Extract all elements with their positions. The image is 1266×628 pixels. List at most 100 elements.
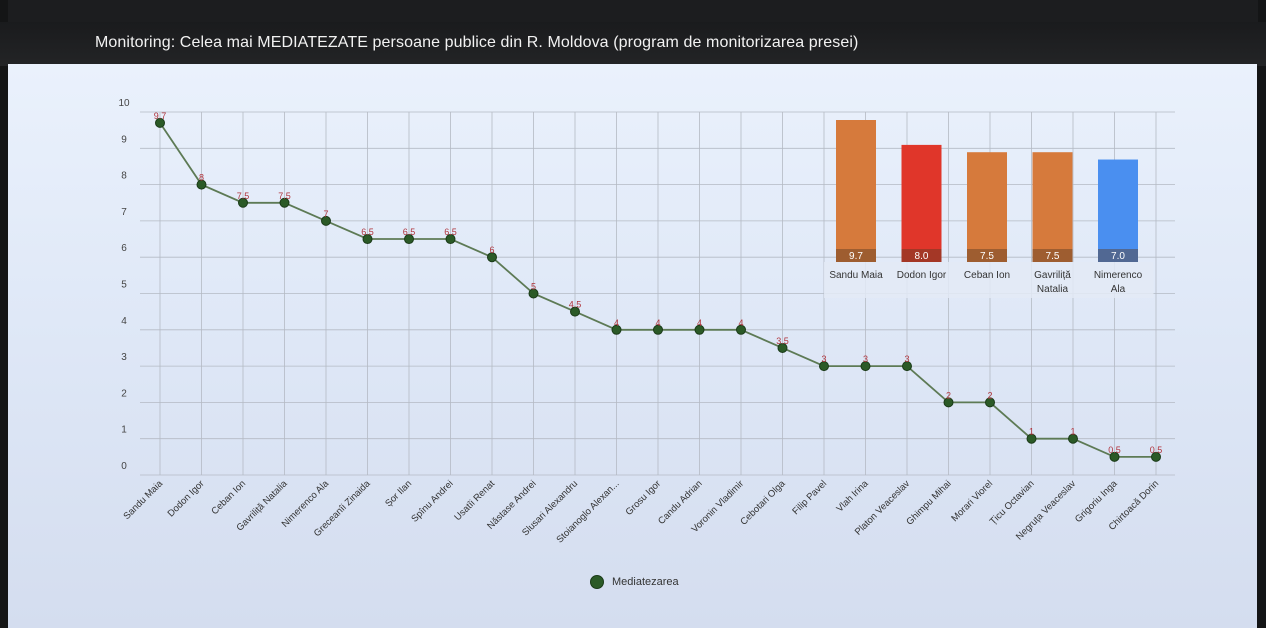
data-point	[238, 197, 248, 208]
data-point	[528, 288, 539, 299]
inset-bar	[967, 152, 1007, 262]
inset-bar-value: 7.5	[1046, 251, 1060, 262]
data-point	[404, 234, 414, 245]
data-point-label: 3	[821, 354, 826, 364]
data-point	[653, 324, 663, 335]
inset-bar-category-label: Ceban Ion	[964, 270, 1010, 281]
x-tick-label: Grosu Igor	[624, 478, 664, 518]
inset-bar-value: 7.5	[980, 251, 994, 262]
data-point	[1109, 451, 1120, 462]
data-point-label: 7.5	[237, 191, 250, 201]
data-point-label: 1	[1029, 427, 1034, 437]
data-point-label: 6.5	[361, 227, 374, 237]
data-point-label: 7	[323, 209, 328, 219]
data-point-label: 3	[904, 354, 909, 364]
data-point-label: 4	[655, 318, 660, 328]
data-point-label: 0.5	[1108, 445, 1121, 455]
inset-bar-value-bg	[836, 249, 876, 262]
data-point	[196, 179, 207, 190]
inset-bar-category-label: Dodon Igor	[897, 270, 947, 281]
legend-marker-icon	[590, 575, 604, 589]
y-tick-label: 2	[121, 388, 127, 399]
data-point	[1026, 433, 1037, 444]
data-point	[570, 306, 580, 317]
x-tick-label: Usatîi Renat	[452, 478, 497, 523]
point-labels: 9.7 8 7.5 7.5 7 6.5 6.5 6.5 6 5 4.5 4 4 4 4 3.5 3 3 3 2 2 1 1 0…	[154, 111, 1163, 455]
y-axis-ticks: 0 1 2 3 4 5 6 7 8 9 10	[118, 98, 130, 472]
inset-label-backdrop	[824, 262, 1154, 298]
data-point-label: 5	[531, 282, 536, 292]
data-point	[611, 324, 622, 335]
x-tick-label: Ceban Ion	[209, 478, 248, 517]
data-point	[155, 117, 165, 128]
data-point-label: 6.5	[403, 227, 416, 237]
data-point	[362, 234, 373, 245]
inset-bar-value-bg	[1032, 249, 1073, 262]
inset-bar	[901, 144, 942, 262]
data-point	[694, 324, 705, 335]
x-tick-label: Vlah Irina	[834, 478, 871, 515]
inset-bar-value-bg	[901, 249, 942, 262]
legend-label: Mediatezarea	[612, 576, 679, 588]
data-point	[279, 197, 290, 208]
data-point	[736, 324, 746, 335]
x-tick-label: Șor Ilan	[383, 478, 414, 509]
x-tick-label: Ghimpu Mihai	[904, 478, 953, 527]
inset-bar-value: 8.0	[915, 251, 929, 262]
data-point	[985, 397, 995, 408]
data-point-label: 0.5	[1150, 445, 1163, 455]
data-point-label: 7.5	[278, 191, 291, 201]
x-tick-label: Dodon Igor	[166, 478, 207, 519]
y-tick-label: 6	[121, 243, 127, 254]
data-point	[943, 397, 954, 408]
x-tick-label: Sandu Maia	[121, 478, 165, 522]
line-points	[155, 117, 1161, 462]
x-tick-label: Cebotari Olga	[738, 478, 788, 528]
inset-bar	[1032, 152, 1073, 262]
y-tick-label: 4	[121, 316, 127, 327]
inset-bar-category-label: Natalia	[1037, 284, 1069, 295]
y-tick-label: 9	[121, 134, 127, 145]
inset-bar-chart: 9.7 Sandu Maia 8.0 Dodon Igor 7.5 Ceban Ion 7.…	[824, 120, 1154, 298]
data-point-label: 4	[697, 318, 702, 328]
data-point-label: 1	[1070, 427, 1075, 437]
data-point-label: 6.5	[444, 227, 457, 237]
y-tick-label: 7	[121, 207, 127, 218]
data-point	[777, 342, 788, 353]
inset-bar-category-label: Gavriliță	[1034, 270, 1071, 281]
x-tick-label: Morari Viorel	[949, 478, 995, 524]
y-tick-label: 10	[118, 98, 130, 109]
inset-bar	[1098, 159, 1138, 262]
top-bar	[8, 0, 1258, 22]
inset-bar	[836, 120, 876, 262]
data-point	[487, 252, 497, 263]
data-point-label: 2	[987, 390, 992, 400]
data-point-label: 8	[199, 173, 204, 183]
inset-bar-value-bg	[967, 249, 1007, 262]
data-point-label: 4	[614, 318, 619, 328]
data-point	[860, 361, 871, 372]
title-band	[0, 22, 1266, 66]
data-point-label: 2	[946, 390, 951, 400]
y-tick-label: 5	[121, 280, 127, 291]
data-point-label: 4.5	[569, 300, 582, 310]
data-point-label: 9.7	[154, 111, 167, 121]
y-tick-label: 3	[121, 352, 127, 363]
data-point-label: 3	[863, 354, 868, 364]
inset-bar-value-bg	[1098, 249, 1138, 262]
y-tick-label: 1	[121, 425, 127, 436]
inset-bar-category-label: Ala	[1111, 284, 1126, 295]
data-point	[321, 215, 331, 226]
y-tick-label: 8	[121, 171, 127, 182]
legend[interactable]: Mediatezarea	[590, 574, 679, 590]
inset-bar-category-label: Sandu Maia	[829, 270, 883, 281]
inset-bar-category-label: Nimerenco	[1094, 270, 1143, 281]
inset-bar-value: 9.7	[849, 251, 863, 262]
data-point	[819, 361, 829, 372]
data-point-label: 4	[738, 318, 743, 328]
x-tick-label: Spînu Andrei	[409, 478, 455, 524]
data-point	[902, 361, 912, 372]
data-point	[1068, 433, 1078, 444]
